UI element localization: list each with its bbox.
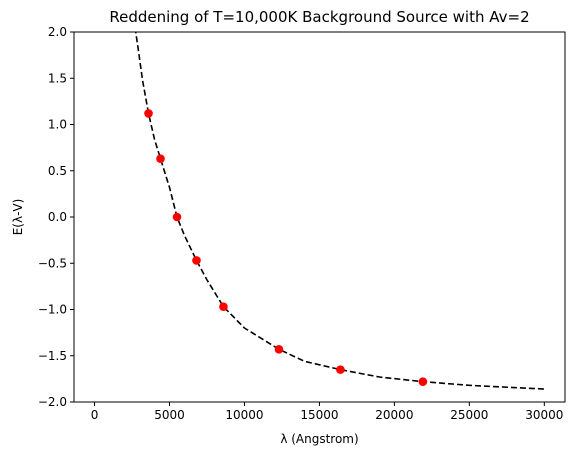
- data-points-layer: [144, 109, 428, 386]
- data-point: [192, 256, 201, 265]
- x-tick-label: 0: [91, 408, 99, 422]
- data-point: [156, 154, 165, 164]
- y-tick-label: 0.5: [48, 164, 67, 178]
- data-point: [274, 344, 284, 354]
- data-point: [144, 109, 153, 118]
- y-tick-label: 0.0: [48, 210, 67, 224]
- y-tick-label: 1.0: [48, 118, 67, 132]
- y-tick-label: −0.5: [38, 256, 67, 270]
- fit-curve-layer: [134, 32, 545, 390]
- x-tick-label: 15000: [300, 408, 338, 422]
- y-tick-label: −2.0: [38, 395, 67, 409]
- y-tick-label: 2.0: [48, 25, 67, 39]
- x-tick-label: 30000: [525, 408, 563, 422]
- x-axis: 0 5000 10000 15000 20000 25000 30000: [91, 402, 563, 422]
- x-tick-label: 10000: [225, 408, 263, 422]
- y-tick-label: −1.5: [38, 349, 67, 363]
- x-tick-label: 25000: [450, 408, 488, 422]
- plot-frame: [73, 31, 566, 403]
- y-axis: −2.0 −1.5 −1.0 −0.5 0.0 0.5 1.0 1.5 2.0: [38, 25, 74, 409]
- x-tick-label: 5000: [154, 408, 185, 422]
- data-point: [336, 365, 345, 374]
- fit-curve: [134, 32, 545, 390]
- data-point: [219, 302, 228, 312]
- data-point: [418, 377, 428, 386]
- x-tick-label: 20000: [375, 408, 413, 422]
- chart-title: Reddening of T=10,000K Background Source…: [109, 8, 529, 26]
- data-point: [172, 212, 182, 222]
- y-tick-label: −1.0: [38, 303, 67, 317]
- x-axis-label: λ (Angstrom): [280, 432, 358, 446]
- y-axis-label: E(λ-V): [11, 199, 25, 236]
- y-tick-label: 1.5: [48, 71, 67, 85]
